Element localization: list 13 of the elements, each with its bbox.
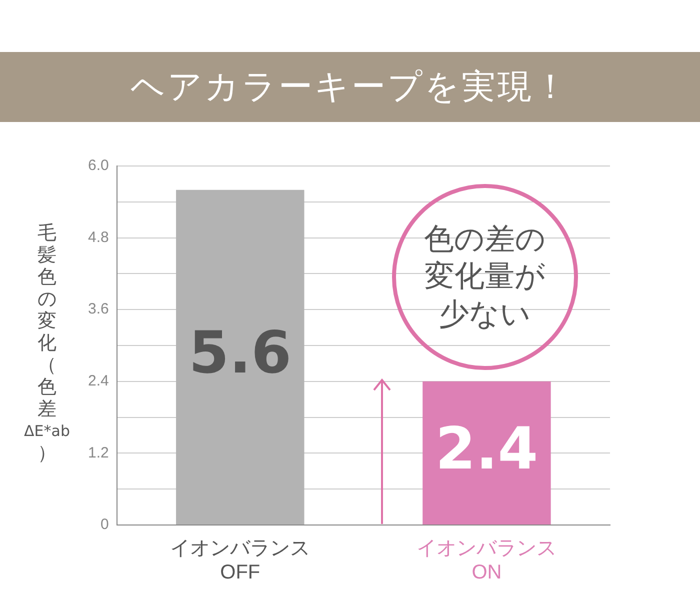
annotation: 色の差の変化量が少ない [392, 184, 578, 370]
y-tick-label: 1.2 [88, 444, 109, 462]
y-tick-label: 6.0 [88, 157, 109, 174]
y-tick-label: 0 [100, 516, 109, 534]
data-label: 2.4 [435, 414, 538, 482]
y-tick-label: 2.4 [88, 372, 109, 390]
data-label: 5.6 [188, 318, 292, 387]
x-tick-label: イオンバランス OFF [170, 538, 310, 584]
y-tick-label: 3.6 [88, 300, 109, 318]
chart-title: ヘアカラーキープを実現！ [0, 52, 700, 122]
text: 毛髪色の変化（色差ΔE*ab） [24, 222, 70, 464]
x-tick-label: イオンバランス ON [416, 538, 557, 584]
y-tick-label: 4.8 [88, 228, 109, 246]
